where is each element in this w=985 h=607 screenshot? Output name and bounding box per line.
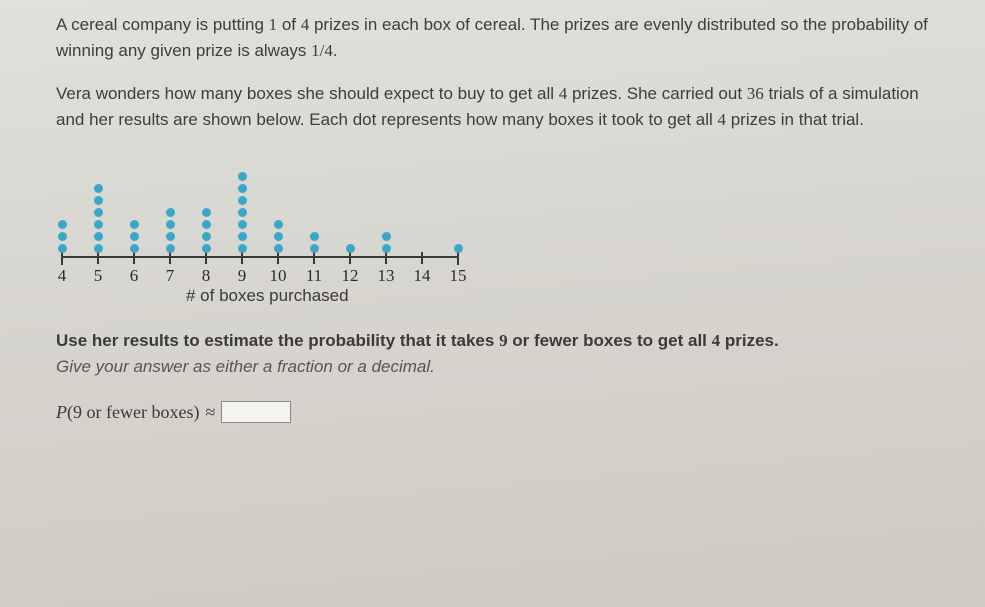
dot	[310, 244, 319, 253]
dot	[238, 184, 247, 193]
dot	[310, 232, 319, 241]
dot-column	[381, 232, 391, 256]
hint-text: Give your answer as either a fraction or…	[56, 357, 435, 376]
question-prompt: Use her results to estimate the probabil…	[56, 328, 929, 379]
text: .	[333, 41, 338, 60]
dot	[274, 220, 283, 229]
dot	[238, 232, 247, 241]
dot	[238, 172, 247, 181]
dotplot-area: 456789101112131415	[56, 150, 929, 280]
tick-label: 6	[130, 266, 139, 286]
text: prizes.	[720, 331, 779, 350]
number: 9	[73, 402, 82, 422]
number: 4	[559, 84, 568, 103]
number: 1	[269, 15, 278, 34]
dot	[238, 208, 247, 217]
dot	[94, 208, 103, 217]
axis-tick	[421, 252, 423, 264]
dot	[202, 244, 211, 253]
number: 4	[301, 15, 310, 34]
paragraph-2: Vera wonders how many boxes she should e…	[56, 81, 929, 132]
text: A cereal company is putting	[56, 15, 269, 34]
dot-column	[93, 184, 103, 256]
tick-label: 7	[166, 266, 175, 286]
dot	[202, 208, 211, 217]
answer-label: P(9 or fewer boxes)	[56, 402, 199, 423]
dot	[238, 196, 247, 205]
dot-column	[345, 244, 355, 256]
dot-column	[129, 220, 139, 256]
dot	[346, 244, 355, 253]
answer-row: P(9 or fewer boxes) ≈	[56, 401, 929, 423]
dot	[274, 232, 283, 241]
tick-label: 14	[414, 266, 431, 286]
text: Use her results to estimate the probabil…	[56, 331, 499, 350]
tick-label: 15	[450, 266, 467, 286]
number: 36	[747, 84, 764, 103]
dot-column	[165, 208, 175, 256]
dot	[130, 232, 139, 241]
dot	[382, 244, 391, 253]
text: or fewer boxes	[82, 402, 193, 422]
dot	[94, 244, 103, 253]
dot	[94, 232, 103, 241]
dot	[238, 244, 247, 253]
text: prizes. She carried out	[567, 84, 747, 103]
number: 4	[712, 331, 721, 350]
dot	[94, 220, 103, 229]
dot	[166, 208, 175, 217]
dot	[58, 220, 67, 229]
dot	[454, 244, 463, 253]
dot-column	[57, 220, 67, 256]
dot	[130, 244, 139, 253]
text: prizes in that trial.	[726, 110, 864, 129]
text: of	[277, 15, 301, 34]
text: or fewer boxes to get all	[508, 331, 712, 350]
fraction: 1/4	[311, 41, 333, 60]
paragraph-1: A cereal company is putting 1 of 4 prize…	[56, 12, 929, 63]
tick-label: 10	[270, 266, 287, 286]
dot	[274, 244, 283, 253]
dot	[382, 232, 391, 241]
dot	[94, 196, 103, 205]
tick-label: 8	[202, 266, 211, 286]
dot	[166, 232, 175, 241]
axis-line	[62, 256, 458, 258]
dot-column	[453, 244, 463, 256]
dot	[130, 220, 139, 229]
approx-symbol: ≈	[205, 402, 215, 423]
number: 4	[717, 110, 726, 129]
tick-label: 11	[306, 266, 322, 286]
dot-column	[237, 172, 247, 256]
p-symbol: P	[56, 402, 67, 422]
close-paren: )	[193, 402, 199, 422]
axis-title: # of boxes purchased	[186, 286, 929, 306]
dotplot-chart: 456789101112131415 # of boxes purchased	[56, 150, 929, 306]
problem-page: A cereal company is putting 1 of 4 prize…	[0, 0, 985, 443]
dot	[238, 220, 247, 229]
dot-column	[309, 232, 319, 256]
number: 9	[499, 331, 508, 350]
dot	[202, 220, 211, 229]
dot	[166, 244, 175, 253]
dot-column	[201, 208, 211, 256]
tick-label: 9	[238, 266, 247, 286]
dot	[58, 232, 67, 241]
tick-label: 4	[58, 266, 67, 286]
dot	[58, 244, 67, 253]
tick-label: 13	[378, 266, 395, 286]
dot-column	[273, 220, 283, 256]
tick-label: 12	[342, 266, 359, 286]
dot	[166, 220, 175, 229]
dot	[202, 232, 211, 241]
answer-input[interactable]	[221, 401, 291, 423]
tick-label: 5	[94, 266, 103, 286]
dot	[94, 184, 103, 193]
text: Vera wonders how many boxes she should e…	[56, 84, 559, 103]
